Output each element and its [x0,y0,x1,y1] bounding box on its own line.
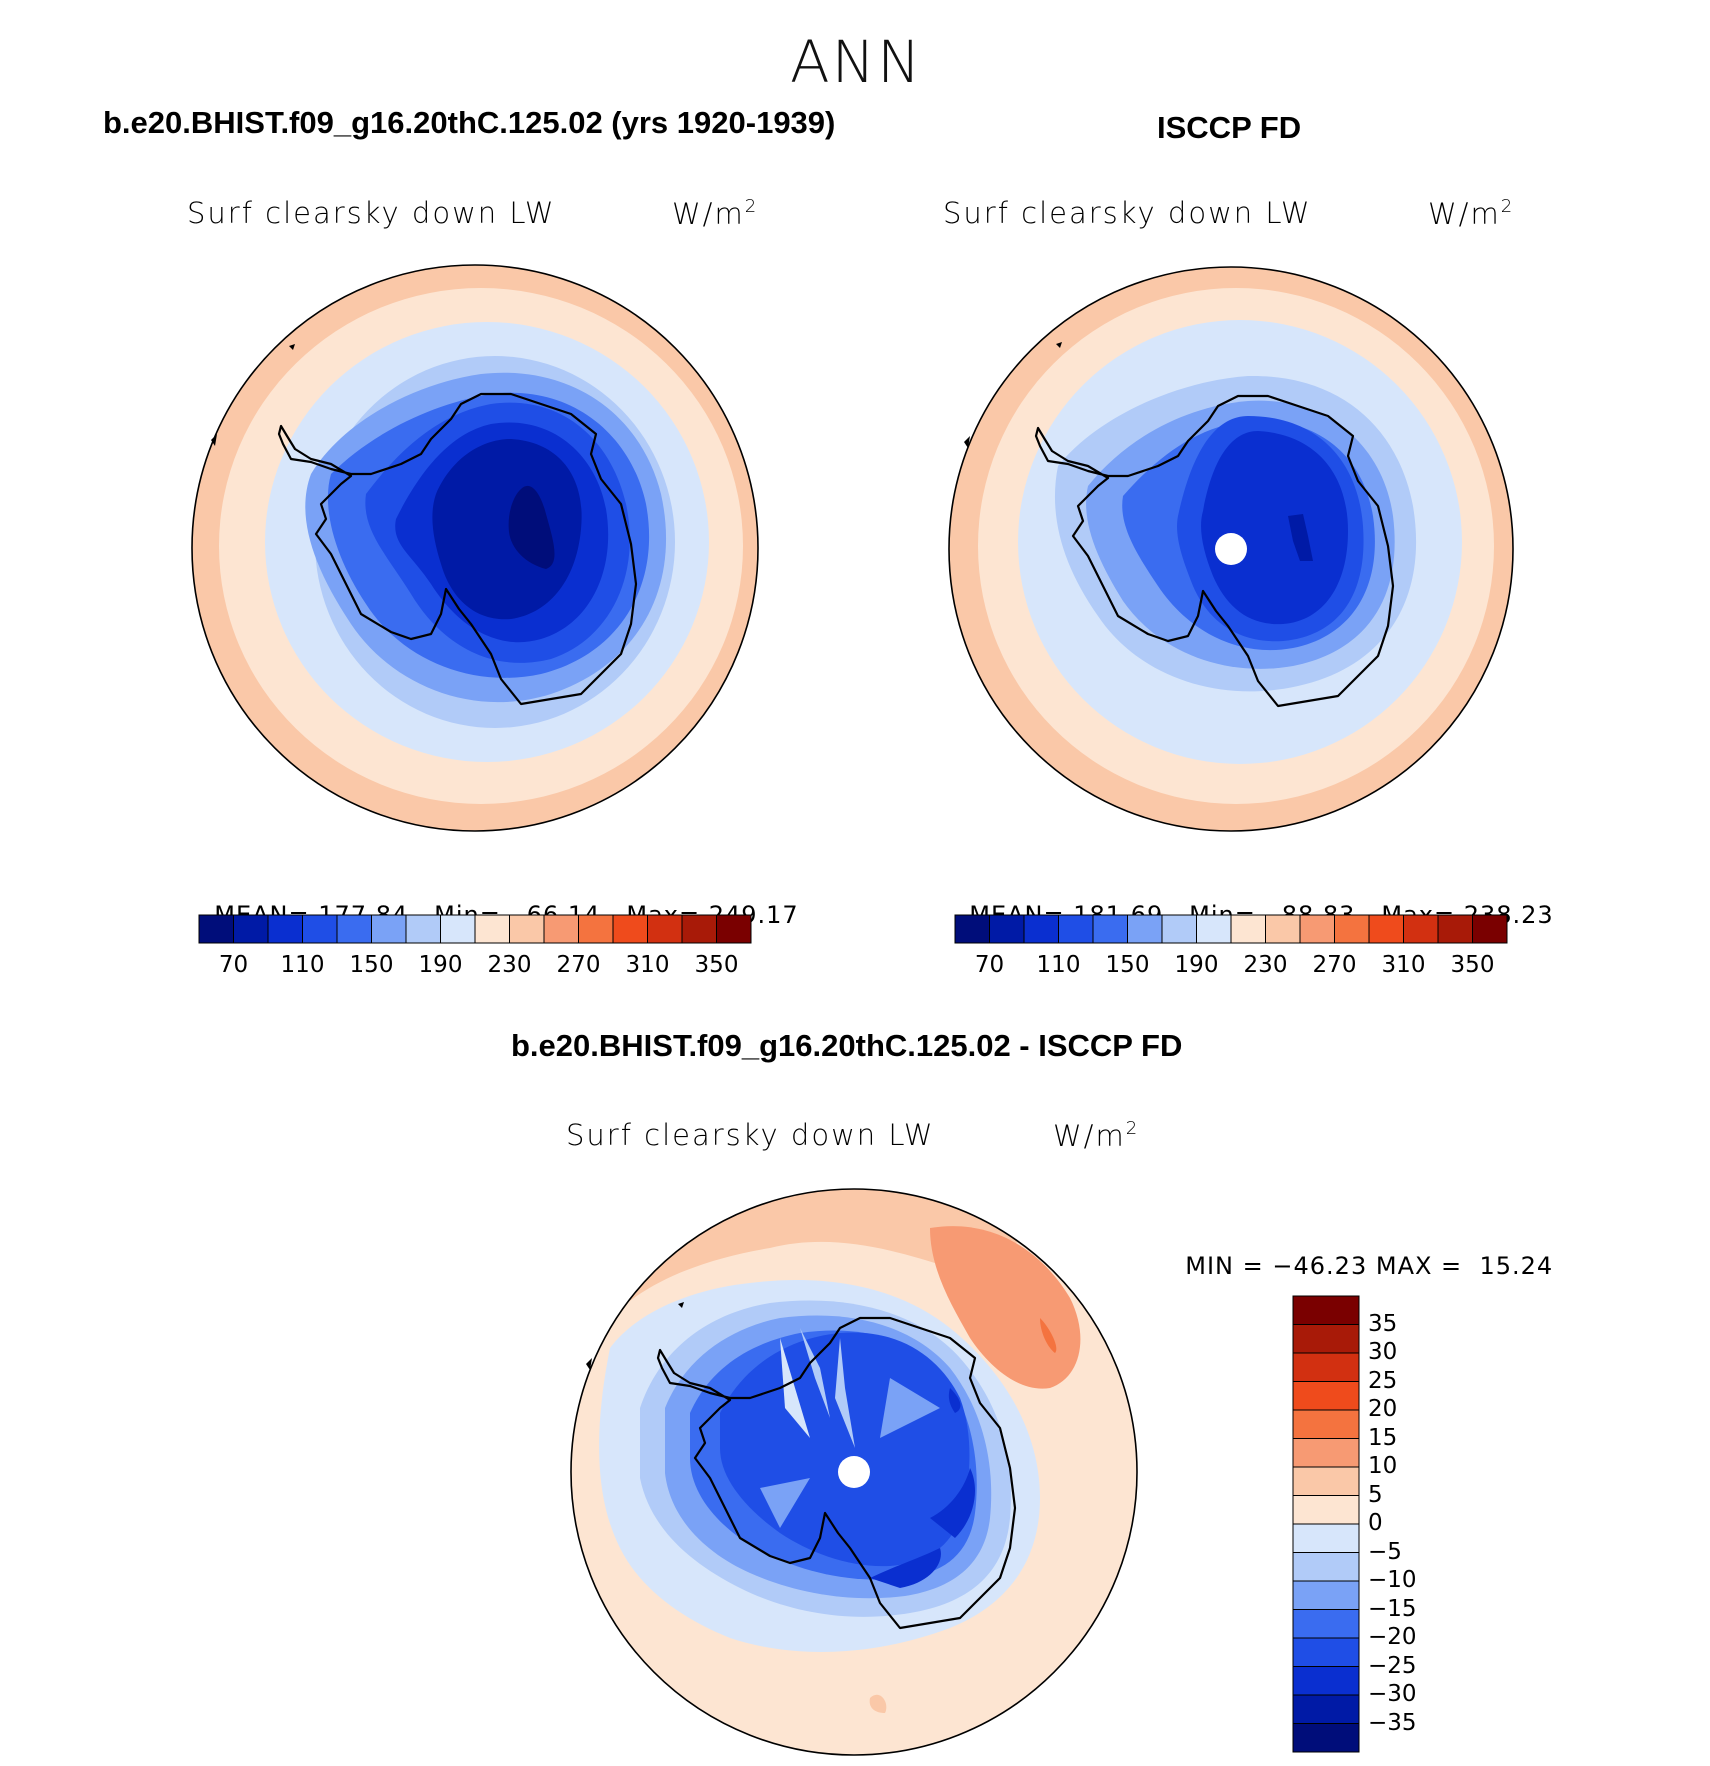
colorbar-swatch [474,914,510,944]
colorbar-tick-label: 350 [694,952,739,978]
colorbar-swatch [1299,914,1335,944]
colorbar-swatch [1292,1466,1360,1496]
colorbar-swatch [405,914,441,944]
colorbar-tick-label: 270 [556,952,601,978]
diff-variable-label: Surf clearsky down LW [566,1118,935,1152]
colorbar-swatch [1023,914,1059,944]
colorbar-swatch [233,914,269,944]
colorbar-swatch [1292,1723,1360,1753]
model-units-label: W/m2 [672,196,759,231]
colorbar-swatch [509,914,545,944]
colorbar-swatch [1196,914,1232,944]
model-panel-title: b.e20.BHIST.f09_g16.20thC.125.02 (yrs 19… [103,105,836,140]
colorbar-tick-label: 350 [1450,952,1495,978]
colorbar-swatch [1292,1694,1360,1724]
colorbar-tick-label: 25 [1368,1367,1398,1394]
colorbar-swatch [1292,1523,1360,1553]
colorbar-swatch [1292,1495,1360,1525]
colorbar-swatch [371,914,407,944]
colorbar-swatch [647,914,683,944]
colorbar-tick-label: 30 [1368,1339,1398,1365]
colorbar-tick-label: 230 [1243,952,1288,978]
obs-variable-label: Surf clearsky down LW [943,196,1312,230]
colorbar-swatch [1292,1552,1360,1582]
obs-colorbar [954,914,1508,944]
colorbar-swatch [1437,914,1473,944]
colorbar-swatch [1230,914,1266,944]
colorbar-tick-label: −10 [1368,1567,1417,1593]
colorbar-tick-label: 310 [1381,952,1426,978]
colorbar-tick-label: 110 [280,952,325,978]
colorbar-swatch [1403,914,1439,944]
colorbar-tick-label: 5 [1368,1481,1383,1508]
colorbar-swatch [543,914,579,944]
colorbar-swatch [336,914,372,944]
colorbar-swatch [1292,1637,1360,1667]
colorbar-swatch [1292,1409,1360,1439]
colorbar-swatch [1292,1352,1360,1382]
colorbar-swatch [578,914,614,944]
diff-stats: MIN = −46.23 MAX = 15.24 [1185,1252,1554,1280]
colorbar-tick-label: −20 [1368,1624,1417,1650]
model-colorbar-ticks: 70 110 150 190 230 270 310 350 [199,952,751,982]
colorbar-swatch [1058,914,1094,944]
colorbar-tick-label: 0 [1368,1510,1383,1536]
colorbar-swatch [681,914,717,944]
colorbar-tick-label: 110 [1036,952,1081,978]
colorbar-tick-label: 230 [487,952,532,978]
model-polar-map [191,264,759,832]
colorbar-swatch [954,914,990,944]
colorbar-swatch [1292,1295,1360,1325]
colorbar-tick-label: −15 [1368,1595,1417,1622]
colorbar-tick-label: 70 [974,952,1005,978]
colorbar-swatch [1092,914,1128,944]
model-variable-label: Surf clearsky down LW [187,196,556,230]
colorbar-swatch [1334,914,1370,944]
colorbar-tick-label: 150 [1105,952,1150,978]
colorbar-swatch [302,914,338,944]
colorbar-swatch [267,914,303,944]
obs-units-label: W/m2 [1428,196,1515,231]
colorbar-swatch [1292,1381,1360,1411]
colorbar-swatch [1161,914,1197,944]
colorbar-swatch [989,914,1025,944]
diff-panel-title: b.e20.BHIST.f09_g16.20thC.125.02 - ISCCP… [511,1028,1183,1063]
colorbar-tick-label: 150 [349,952,394,978]
obs-polar-map [948,266,1514,832]
colorbar-swatch [1292,1324,1360,1354]
colorbar-tick-label: −25 [1368,1652,1417,1679]
colorbar-tick-label: 35 [1368,1310,1398,1337]
obs-panel-title: ISCCP FD [1157,110,1302,145]
colorbar-tick-label: 20 [1368,1396,1398,1422]
colorbar-swatch [1292,1666,1360,1696]
colorbar-tick-label: 270 [1312,952,1357,978]
colorbar-swatch [1127,914,1163,944]
model-colorbar [198,914,752,944]
colorbar-tick-label: 310 [625,952,670,978]
colorbar-swatch [1292,1609,1360,1639]
colorbar-swatch [1292,1580,1360,1610]
figure-title: ANN [790,28,923,96]
diff-polar-map [570,1188,1138,1756]
colorbar-tick-label: 10 [1368,1453,1398,1479]
colorbar-swatch [1265,914,1301,944]
colorbar-swatch [198,914,234,944]
colorbar-tick-label: −5 [1368,1538,1402,1565]
colorbar-swatch [440,914,476,944]
colorbar-tick-label: 190 [418,952,463,978]
colorbar-swatch [1368,914,1404,944]
colorbar-swatch [1472,914,1508,944]
diff-colorbar-ticks: 35 30 25 20 15 10 5 0 −5 −10 −15 −20 −25 −30 −35 [1368,1296,1458,1752]
colorbar-tick-label: 15 [1368,1424,1398,1451]
colorbar-swatch [612,914,648,944]
diff-units-label: W/m2 [1053,1118,1140,1153]
colorbar-swatch [716,914,752,944]
colorbar-tick-label: 70 [218,952,249,978]
colorbar-swatch [1292,1438,1360,1468]
obs-colorbar-ticks: 70 110 150 190 230 270 310 350 [955,952,1507,982]
diff-colorbar [1292,1295,1360,1753]
colorbar-tick-label: −30 [1368,1681,1417,1707]
colorbar-tick-label: 190 [1174,952,1219,978]
colorbar-tick-label: −35 [1368,1709,1417,1736]
